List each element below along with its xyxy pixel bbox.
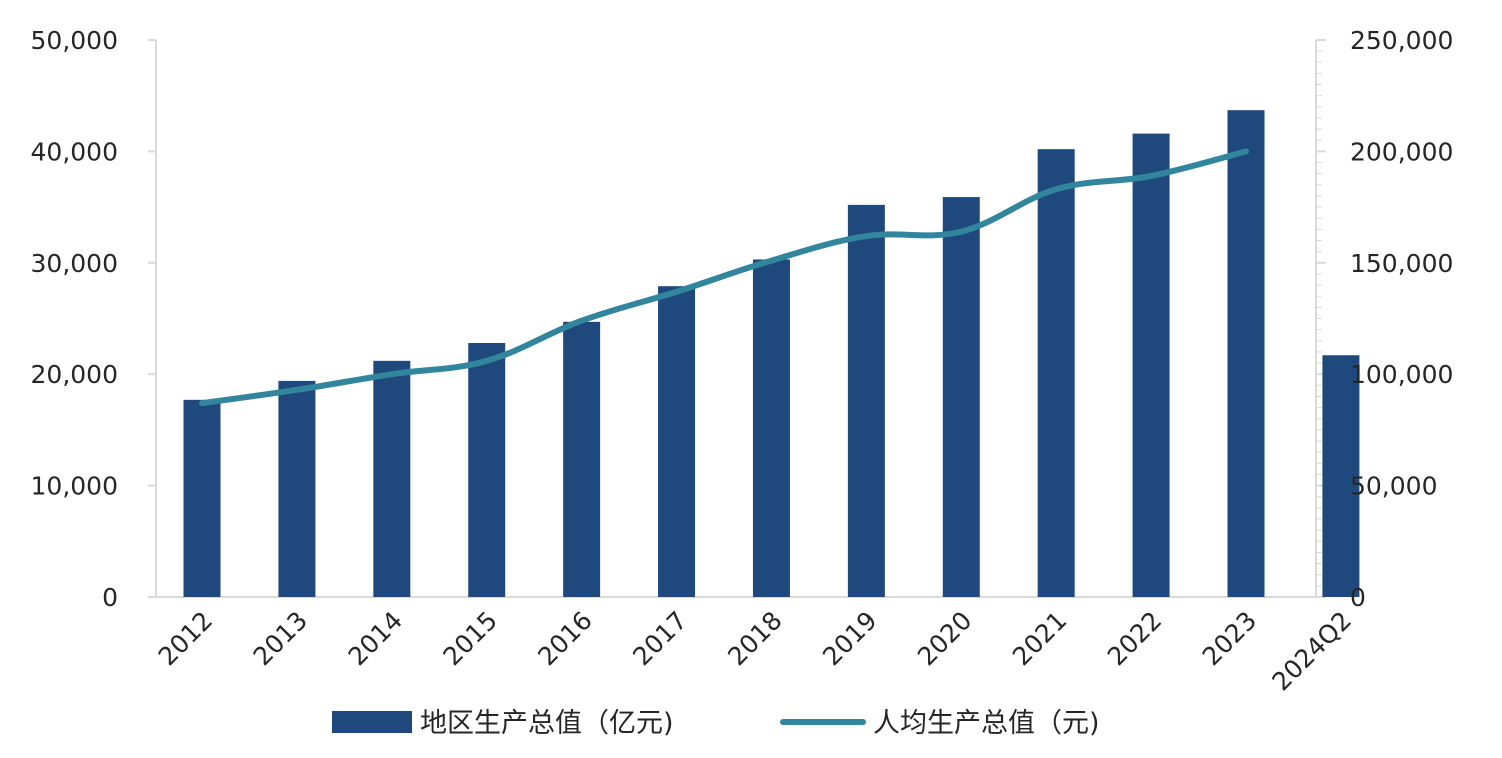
- y-axis-right-tick-label: 100,000: [1350, 360, 1453, 389]
- bar-2019: [847, 204, 885, 597]
- bar-2014: [373, 360, 411, 597]
- x-axis-tick-label: 2019: [817, 606, 882, 671]
- y-axis-left-tick-label: 50,000: [31, 26, 118, 55]
- x-axis-tick-label: 2013: [248, 606, 313, 671]
- y-axis-left-tick-label: 20,000: [31, 360, 118, 389]
- bar-2012: [183, 399, 221, 597]
- bar-2023: [1227, 110, 1265, 597]
- bar-2018: [752, 259, 790, 597]
- bar-2020: [942, 197, 980, 597]
- y-axis-right-tick-label: 200,000: [1350, 137, 1453, 166]
- bar-2015: [468, 343, 506, 597]
- line-per-capita-gdp: [199, 148, 1249, 407]
- x-axis-tick-label: 2012: [153, 606, 218, 671]
- bars-layer: [183, 110, 1360, 598]
- bar-2021: [1037, 149, 1075, 597]
- x-axis-tick-label: 2018: [722, 606, 787, 671]
- x-axis-tick-label: 2015: [437, 606, 502, 671]
- y-axis-left-tick-label: 30,000: [31, 249, 118, 278]
- x-axis-tick-label: 2021: [1007, 606, 1072, 671]
- bar-2024Q2: [1322, 355, 1360, 597]
- y-axis-left-tick-label: 40,000: [31, 137, 118, 166]
- legend-swatch-bar: [332, 711, 412, 733]
- x-axis-tick-label: 2020: [912, 606, 977, 671]
- x-axis-tick-label: 2017: [627, 606, 692, 671]
- bar-2022: [1132, 133, 1170, 598]
- bar-2013: [278, 380, 316, 597]
- x-axis-tick-label: 2024Q2: [1266, 606, 1357, 697]
- line-layer: [199, 148, 1249, 407]
- legend-label-line: 人均生产总值（元): [873, 708, 1100, 739]
- legend-label-bar: 地区生产总值（亿元): [420, 708, 674, 739]
- x-axis-tick-label: 2022: [1102, 606, 1167, 671]
- bar-2017: [658, 286, 696, 597]
- y-axis-right-tick-label: 250,000: [1350, 26, 1453, 55]
- legend: 地区生产总值（亿元) 人均生产总值（元): [332, 708, 1100, 739]
- bar-2016: [563, 321, 601, 597]
- x-axis-tick-label: 2016: [532, 606, 597, 671]
- x-axis-tick-label: 2023: [1197, 606, 1262, 671]
- y-axis-right-tick-label: 0: [1350, 583, 1366, 612]
- y-axis-right-tick-label: 150,000: [1350, 249, 1453, 278]
- y-axis-right-tick-label: 50,000: [1350, 472, 1437, 501]
- x-axis-tick-label: 2014: [343, 606, 408, 671]
- axes-layer: [148, 39, 1326, 598]
- y-axis-left-tick-label: 10,000: [31, 472, 118, 501]
- y-axis-left-tick-label: 0: [102, 583, 118, 612]
